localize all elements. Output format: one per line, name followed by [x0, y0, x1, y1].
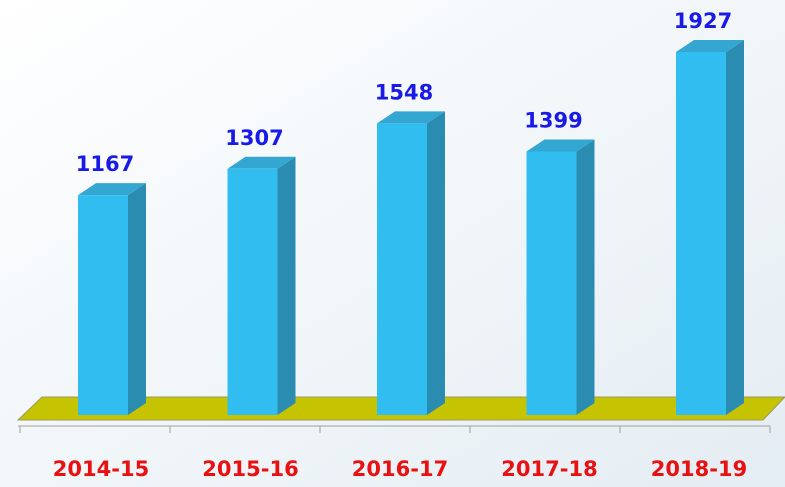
value-label: 1548 [375, 80, 433, 104]
x-tick-label: 2014-15 [53, 457, 149, 481]
bar [526, 151, 577, 415]
bar-top [78, 183, 146, 196]
x-tick-label: 2017-18 [501, 457, 597, 481]
value-label: 1927 [674, 9, 732, 33]
x-tick-label: 2018-19 [651, 457, 747, 481]
x-tick-label: 2015-16 [202, 457, 298, 481]
bar-side [576, 139, 595, 415]
bar-side [128, 183, 146, 415]
bar-side [277, 156, 296, 415]
bar [227, 168, 278, 415]
bar-top [676, 40, 744, 52]
x-tick-label: 2016-17 [352, 457, 448, 481]
bar-top [526, 139, 595, 152]
bar [377, 123, 427, 415]
bar-side [726, 40, 744, 415]
value-label: 1167 [76, 152, 134, 176]
bar-side [427, 111, 445, 415]
bar-top [377, 111, 445, 124]
x-ticks [19, 426, 771, 433]
value-label: 1399 [524, 108, 582, 132]
bar-top [227, 156, 296, 169]
bar [676, 52, 726, 415]
bar [78, 195, 128, 415]
value-label: 1307 [225, 126, 283, 150]
